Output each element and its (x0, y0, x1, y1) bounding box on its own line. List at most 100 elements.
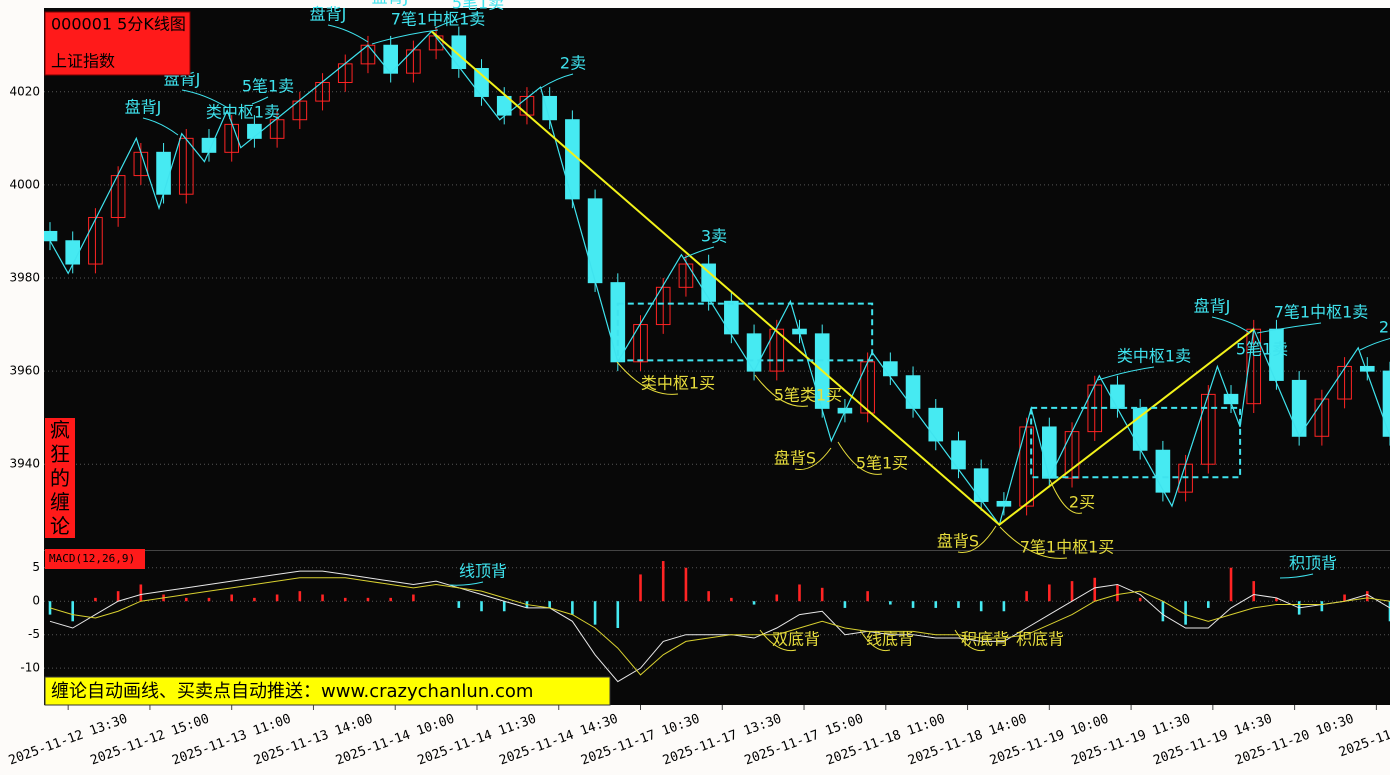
candle-body (474, 68, 489, 97)
y-tick-label: -5 (28, 627, 40, 641)
macd-bar (1025, 591, 1028, 602)
macd-bar (116, 591, 120, 602)
main-plot (44, 26, 1390, 527)
candle-body (65, 240, 81, 265)
macd-label-box (45, 549, 145, 569)
macd-bar (775, 594, 779, 602)
annotation-arrow (540, 73, 574, 89)
macd-bar (480, 601, 483, 612)
annotation-arrow (859, 629, 891, 652)
stroke-line (49, 30, 1390, 527)
annotation-arrow (1359, 338, 1390, 351)
annotation-arrow (957, 525, 997, 553)
annotation: 5笔1卖 (1236, 340, 1288, 359)
annotation: 2卖 (560, 54, 586, 73)
annotation-arrow (1256, 322, 1322, 334)
annotation-arrow (371, 29, 439, 45)
segment-line (430, 30, 1255, 527)
macd-bar (843, 601, 847, 608)
chart-subtitle: 上证指数 (51, 52, 115, 71)
candle-body (655, 286, 671, 326)
macd-bar (571, 601, 574, 615)
candle-body (746, 333, 762, 372)
candle-body (451, 35, 467, 70)
candle-body (1291, 379, 1307, 437)
candle-body (1359, 365, 1375, 372)
annotation: 3卖 (701, 227, 727, 246)
annotation: 盘背J (372, 0, 409, 7)
candle-body (1155, 449, 1171, 493)
macd-bar (1002, 601, 1006, 612)
macd-bar (253, 597, 256, 602)
candle-body (951, 440, 966, 470)
annotation: 双底背 (772, 630, 820, 649)
candle-body (678, 263, 694, 288)
macd-bar (275, 594, 279, 602)
candle-body (292, 100, 308, 121)
y-tick-label: -10 (20, 661, 40, 675)
annotation: 5笔1卖 (452, 0, 504, 13)
macd-bar (412, 594, 415, 602)
macd-bar (1138, 597, 1142, 602)
y-tick-label: 3940 (9, 457, 40, 471)
y-tick-label: 4000 (9, 177, 40, 191)
dif-line (49, 570, 1390, 683)
annotation-arrow (251, 96, 269, 105)
annotation: 积底背 (961, 630, 1009, 649)
macd-bar (1229, 567, 1233, 602)
candle-body (701, 263, 716, 302)
macd-bar (616, 601, 620, 628)
macd-bar (866, 591, 869, 602)
macd-bar (934, 601, 938, 608)
annotation-arrow (616, 361, 679, 395)
annotation-arrow (449, 581, 484, 586)
macd-bar (1275, 597, 1278, 602)
candle-body (883, 361, 898, 377)
candle-body (565, 119, 580, 200)
annotation-arrow (1279, 573, 1314, 579)
annotation-arrow (794, 447, 832, 471)
annotation: 盘背J (125, 98, 162, 117)
macd-bar (139, 584, 143, 602)
macd-bar (1093, 577, 1097, 602)
macd-title: MACD(12,26,9) (49, 552, 135, 565)
candle-body (724, 300, 739, 335)
macd-plot (44, 561, 1390, 683)
candle-body (44, 230, 58, 242)
macd-bar (730, 597, 733, 602)
candle-body (269, 119, 285, 139)
candle-body (542, 95, 557, 121)
candle-body (1132, 407, 1148, 451)
macd-bar (389, 597, 392, 602)
y-tick-label: 3980 (9, 271, 40, 285)
annotation: 2买 (1069, 493, 1095, 512)
title-box (44, 11, 191, 76)
dea-line (49, 577, 1390, 676)
pivot-box (1030, 406, 1242, 479)
annotation: 5笔类1买 (774, 386, 842, 405)
macd-bar (1116, 584, 1119, 602)
annotation-arrow (327, 24, 369, 43)
annotation-arrow (954, 629, 986, 652)
candle-body (587, 198, 603, 284)
macd-bar (957, 601, 960, 608)
annotation: 盘背J (310, 5, 347, 24)
annotation: 类中枢1卖 (206, 103, 280, 122)
macd-bar (1070, 581, 1074, 602)
annotation-arrow (434, 13, 479, 29)
candle-body (1110, 384, 1125, 409)
candle-body (1337, 365, 1352, 400)
annotation: 7笔1中枢1买 (1020, 538, 1115, 557)
macd-bar (321, 594, 324, 602)
plot-background (44, 8, 1390, 705)
side-label: 疯狂的缠论 (45, 418, 75, 538)
annotation: 盘背J (1194, 297, 1231, 316)
annotation: 7笔1中枢1卖 (1274, 303, 1369, 322)
y-tick-label: 3960 (9, 364, 40, 378)
candle-body (1042, 426, 1057, 479)
footer-banner: 缠论自动画线、买卖点自动推送：www.crazychanlun.com (51, 681, 533, 702)
annotation-arrow (683, 246, 715, 259)
annotation-arrow (181, 89, 229, 109)
